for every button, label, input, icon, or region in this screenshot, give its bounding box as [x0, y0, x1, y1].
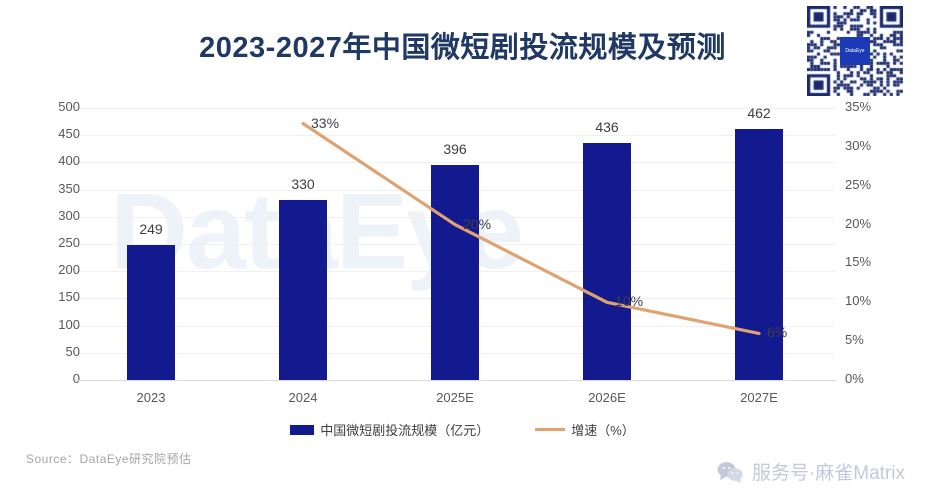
x-axis-label: 2024: [288, 390, 318, 405]
line-value-label: 10%: [615, 293, 644, 310]
bottom-right-watermark: 服务号·麻雀Matrix: [717, 458, 905, 485]
qr-code-logo: DataEye: [840, 37, 870, 65]
y-axis-right-tick: 20%: [845, 215, 872, 231]
y-axis-left-tick: 200: [58, 262, 80, 278]
y-axis-left-tick: 450: [58, 126, 80, 142]
wechat-icon: [717, 461, 743, 483]
gridline: [75, 108, 835, 109]
y-axis-left-tick: 50: [65, 343, 80, 359]
bar-value-label: 436: [595, 118, 619, 135]
line-swatch-icon: [535, 428, 566, 431]
y-axis-left-tick: 250: [58, 235, 80, 250]
legend-label-line: 增速（%）: [571, 423, 635, 438]
bar-swatch-icon: [290, 424, 315, 435]
x-axis-label: 2023: [136, 390, 166, 405]
y-axis-right-tick: 0%: [845, 371, 864, 386]
bar-value-label: 330: [291, 176, 315, 193]
y-axis-left-tick: 100: [58, 316, 80, 332]
y-axis-left-tick: 350: [58, 180, 80, 196]
chart-legend: 中国微短剧投流规模（亿元） 增速（%）: [0, 420, 925, 439]
x-axis-label: 2026E: [588, 390, 626, 405]
source-note: Source：DataEye研究院预估: [26, 452, 192, 466]
bar[interactable]: [127, 244, 175, 380]
bar-value-label: 249: [139, 220, 163, 237]
x-axis-label: 2027E: [740, 390, 778, 405]
y-axis-right-tick: 5%: [845, 332, 864, 348]
y-axis-left-tick: 500: [58, 99, 80, 114]
y-axis-right-tick: 35%: [845, 99, 872, 114]
bar-value-label: 396: [443, 140, 467, 157]
chart-title: 2023-2027年中国微短剧投流规模及预测: [199, 32, 726, 64]
x-axis-label: 2025E: [436, 390, 474, 405]
qr-code[interactable]: DataEye: [807, 6, 903, 96]
bar[interactable]: [735, 128, 783, 380]
y-axis-left-tick: 0: [72, 371, 80, 386]
gridline: [75, 135, 835, 137]
y-axis-right-tick: 15%: [845, 254, 872, 270]
y-axis-right-tick: 30%: [845, 137, 872, 153]
legend-item-bar[interactable]: 中国微短剧投流规模（亿元）: [290, 420, 489, 439]
y-axis-left-tick: 400: [58, 153, 80, 169]
y-axis-right-tick: 10%: [845, 293, 872, 309]
line-value-label: 20%: [463, 215, 492, 232]
y-axis-right-tick: 25%: [845, 176, 872, 192]
y-axis-left-tick: 150: [58, 289, 80, 305]
gridline: [75, 162, 835, 164]
line-value-label: 6%: [767, 324, 788, 341]
legend-label-bar: 中国微短剧投流规模（亿元）: [320, 423, 490, 438]
bar[interactable]: [431, 164, 479, 380]
legend-item-line[interactable]: 增速（%）: [535, 420, 635, 439]
bar[interactable]: [279, 200, 327, 380]
bar-value-label: 462: [747, 104, 771, 121]
line-value-label: 33%: [311, 114, 340, 131]
x-axis-baseline: [75, 380, 837, 381]
bar[interactable]: [583, 142, 631, 380]
y-axis-left-tick: 300: [58, 207, 80, 223]
bottom-right-watermark-text: 服务号·麻雀Matrix: [751, 463, 905, 484]
